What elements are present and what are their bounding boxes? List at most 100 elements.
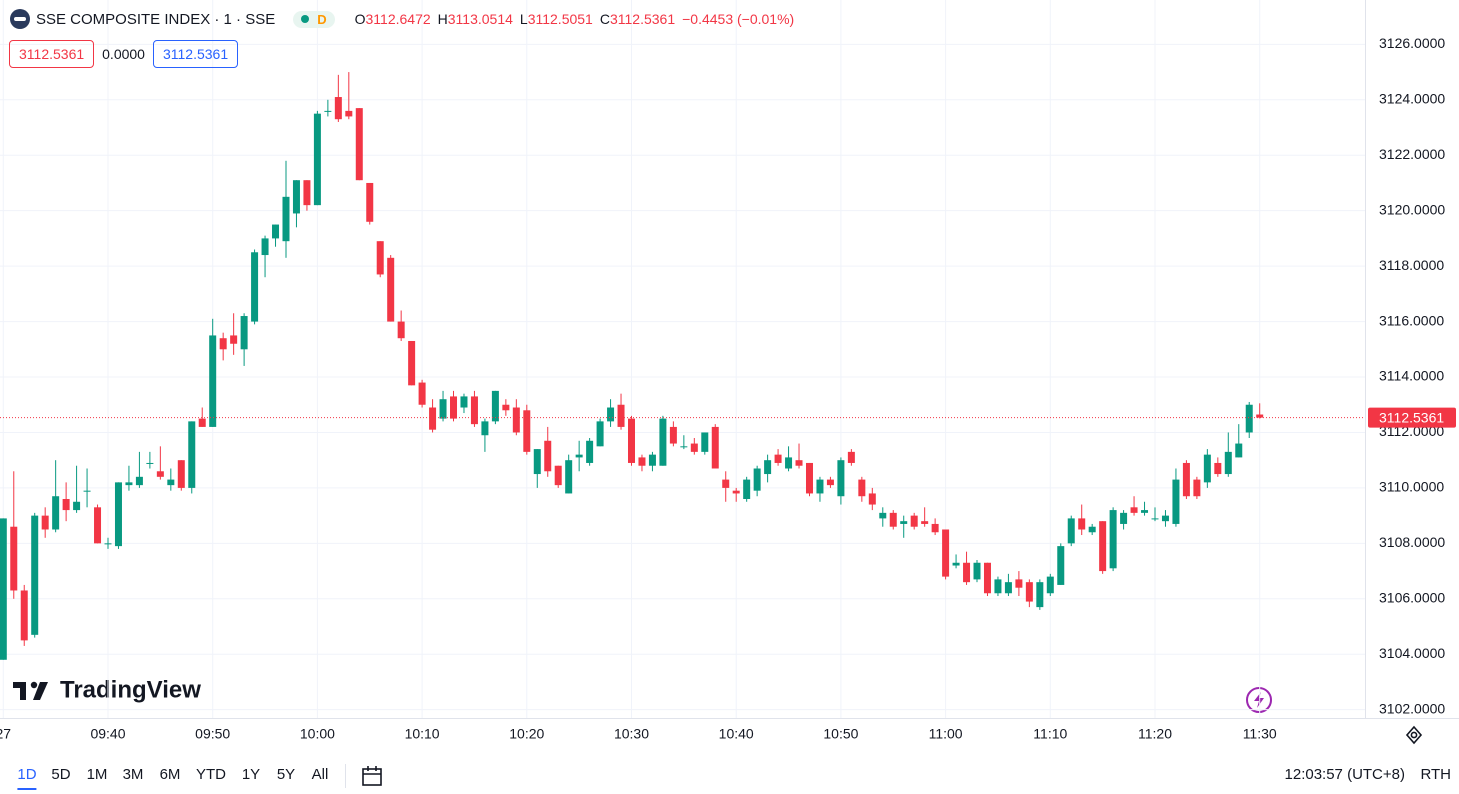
range-button[interactable]: 5D	[51, 766, 71, 783]
range-button[interactable]: All	[311, 766, 329, 783]
date-range-button[interactable]	[358, 762, 388, 792]
y-tick-label: 3106.0000	[1379, 589, 1445, 605]
candle-body	[1224, 451, 1232, 475]
candle-body	[230, 335, 238, 344]
range-button[interactable]: 3M	[122, 766, 144, 783]
x-tick-label: 11:20	[1138, 726, 1172, 742]
candle-body	[1088, 526, 1096, 533]
candle-body	[324, 110, 332, 112]
symbol-logo	[10, 9, 30, 29]
candle-body	[188, 421, 196, 488]
range-button[interactable]: 1D	[17, 766, 37, 790]
candle-body	[785, 457, 793, 469]
candle-body	[596, 421, 604, 447]
candle-body	[764, 460, 772, 475]
candle-body	[450, 396, 458, 419]
candle-body	[743, 479, 751, 499]
candle-body	[1078, 518, 1086, 530]
candle-body	[156, 471, 164, 477]
candle-body	[711, 426, 719, 469]
candle-body	[565, 460, 573, 494]
candle-body	[94, 507, 102, 544]
candle-body	[1141, 510, 1149, 513]
candle-body	[0, 518, 7, 660]
symbol-title[interactable]: SSE COMPOSITE INDEX · 1 · SSE	[36, 10, 276, 28]
candle-body	[1235, 443, 1243, 458]
candle-body	[544, 440, 552, 472]
x-tick-label: 10:40	[719, 726, 754, 742]
candle-body	[586, 440, 594, 463]
candle-body	[303, 180, 311, 206]
candle-body	[1015, 579, 1023, 588]
candle-body	[1099, 521, 1107, 572]
y-tick-label: 3116.0000	[1379, 312, 1444, 328]
candle-body	[994, 579, 1002, 594]
range-button[interactable]: YTD	[196, 766, 226, 783]
candle-body	[1151, 518, 1159, 520]
candle-body	[114, 482, 122, 547]
grid	[0, 0, 1365, 718]
x-tick-label: 11:00	[929, 726, 963, 742]
candle-body	[481, 421, 489, 436]
candle-body	[20, 590, 28, 641]
candle-body	[1172, 479, 1180, 524]
candle-body	[345, 110, 353, 117]
y-tick-label: 3114.0000	[1379, 368, 1444, 384]
candle-body	[429, 407, 437, 430]
candle-body	[219, 338, 227, 350]
sell-price[interactable]: 3112.5361	[9, 40, 95, 68]
session-toggle[interactable]: RTH	[1420, 766, 1451, 783]
x-tick-label: 10:20	[509, 726, 544, 742]
candle-body	[931, 523, 939, 533]
market-status[interactable]: D	[293, 10, 335, 28]
candle-body	[41, 515, 49, 530]
buy-price[interactable]: 3112.5361	[152, 40, 239, 68]
candle-body	[826, 479, 834, 486]
y-tick-label: 3118.0000	[1379, 257, 1444, 273]
x-tick-label: 10:10	[405, 726, 440, 742]
candle-body	[942, 529, 950, 577]
legend-header: SSE COMPOSITE INDEX · 1 · SSE D O3112.64…	[10, 8, 794, 30]
candle-body	[1214, 462, 1222, 475]
y-tick-label: 3104.0000	[1379, 645, 1445, 661]
candle-body	[198, 418, 206, 427]
candle-body	[607, 407, 615, 422]
ohlc-value: 3112.6472	[365, 11, 431, 27]
candle-body	[1120, 512, 1128, 524]
replay-button[interactable]	[1246, 687, 1272, 713]
y-tick-label: 3110.0000	[1379, 479, 1444, 495]
candle-body	[1109, 510, 1117, 569]
candle-body	[1025, 582, 1033, 602]
last-price-label: 3112.5361	[1379, 409, 1444, 425]
candle-body	[617, 404, 625, 427]
candles	[0, 72, 1264, 660]
y-tick-label: 3126.0000	[1379, 35, 1445, 51]
ohlc-value: 3113.0514	[447, 11, 513, 27]
candle-body	[575, 454, 583, 458]
candle-body	[366, 182, 374, 222]
candle-body	[146, 462, 154, 464]
x-tick-label: 10:50	[823, 726, 858, 742]
candle-body	[73, 501, 81, 511]
candle-body	[1046, 576, 1054, 594]
candle-body	[774, 454, 782, 463]
candle-body	[732, 490, 740, 494]
y-tick-label: 3124.0000	[1379, 91, 1445, 107]
x-tick-label: 09:40	[90, 726, 125, 742]
candle-body	[261, 238, 269, 256]
candle-body	[1256, 414, 1264, 418]
range-button[interactable]: 1Y	[241, 766, 261, 783]
settings-button[interactable]	[1405, 725, 1423, 745]
range-button[interactable]: 5Y	[276, 766, 296, 783]
candle-body	[638, 457, 646, 466]
candle-body	[240, 316, 248, 350]
range-button[interactable]: 6M	[159, 766, 181, 783]
candle-body	[251, 252, 259, 322]
candle-body	[1193, 479, 1201, 497]
y-tick-label: 3120.0000	[1379, 201, 1445, 217]
range-button[interactable]: 1M	[86, 766, 108, 783]
brand: TradingView	[60, 676, 201, 703]
status-dot	[301, 15, 310, 23]
candle-body	[167, 479, 175, 486]
candle-body	[900, 521, 908, 524]
